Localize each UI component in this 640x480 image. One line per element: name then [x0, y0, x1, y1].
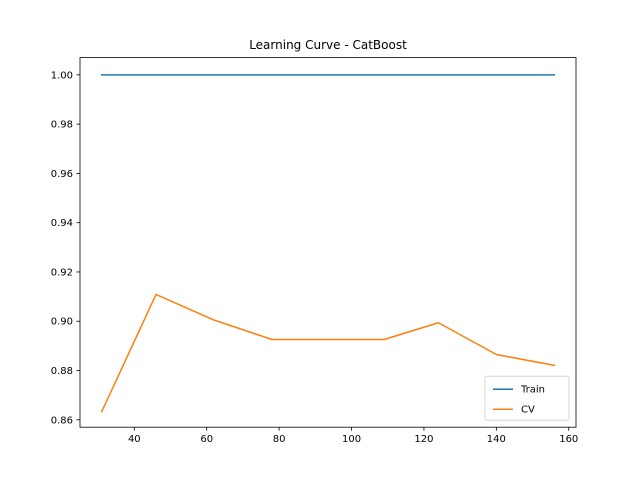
x-tick-label: 140 — [487, 434, 506, 445]
x-tick-label: 60 — [200, 434, 213, 445]
x-axis: 40 60 80 100 120 140 160 — [128, 427, 578, 445]
series-line-cv — [100, 293, 556, 413]
y-axis: 0.86 0.88 0.90 0.92 0.94 0.96 0.98 1.00 — [51, 70, 80, 426]
x-tick-label: 160 — [559, 434, 578, 445]
axes-frame — [79, 57, 577, 428]
y-tick-label: 0.86 — [51, 415, 73, 426]
x-tick-label: 100 — [342, 434, 361, 445]
x-tick-label: 120 — [414, 434, 433, 445]
y-tick-label: 0.88 — [51, 366, 73, 377]
y-tick-label: 0.90 — [51, 317, 73, 328]
chart-title: Learning Curve - CatBoost — [249, 38, 407, 52]
legend-label-cv: CV — [521, 405, 535, 416]
y-tick-label: 1.00 — [51, 70, 73, 81]
x-tick-label: 40 — [128, 434, 141, 445]
y-tick-label: 0.92 — [51, 267, 73, 278]
y-tick-label: 0.94 — [51, 218, 73, 229]
legend: Train CV — [484, 375, 570, 421]
y-tick-label: 0.96 — [51, 169, 73, 180]
x-tick-label: 80 — [273, 434, 286, 445]
y-tick-label: 0.98 — [51, 120, 73, 131]
legend-label-train: Train — [520, 385, 545, 396]
plot-area — [100, 74, 556, 413]
